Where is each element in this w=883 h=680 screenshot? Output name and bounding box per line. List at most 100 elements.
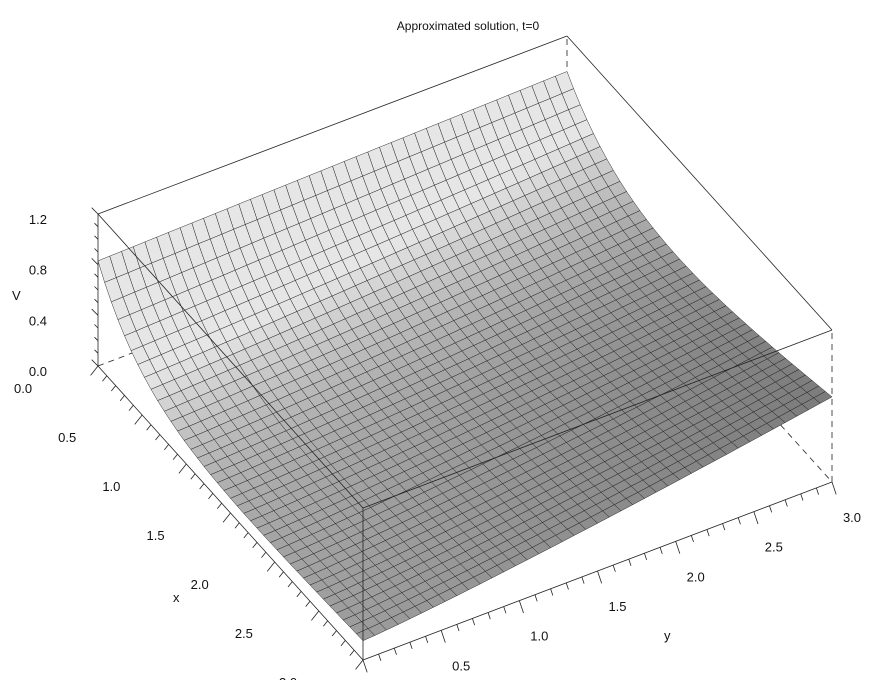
y-tick bbox=[612, 564, 616, 572]
y-tick-label: 1.5 bbox=[608, 599, 626, 614]
axes: V x y 0.0 0.4 0.8 1.2 0.0 0.5 1.0 1.5 2.0 2.5 3.0 0… bbox=[12, 207, 861, 680]
y-tick-label: 2.5 bbox=[765, 540, 783, 555]
y-tick bbox=[815, 487, 819, 495]
x-tick-label: 2.5 bbox=[235, 626, 253, 641]
x-tick bbox=[311, 610, 320, 621]
x-tick bbox=[134, 414, 143, 425]
x-tick bbox=[111, 385, 116, 392]
y-tick bbox=[581, 576, 585, 584]
x-tick bbox=[243, 532, 249, 539]
x-tick bbox=[102, 375, 108, 382]
x-tick-label: 0.0 bbox=[14, 381, 32, 396]
x-tick bbox=[323, 620, 328, 627]
chart-title: Approximated solution, t=0 bbox=[397, 19, 540, 33]
y-tick bbox=[831, 481, 837, 495]
x-tick bbox=[278, 571, 284, 578]
x-tick bbox=[222, 512, 231, 523]
z-tick bbox=[91, 258, 99, 265]
z-tick-label: 0.4 bbox=[29, 313, 47, 328]
z-tick bbox=[94, 286, 99, 291]
y-tick bbox=[409, 642, 413, 649]
x-tick-label: 3.0 bbox=[279, 675, 297, 680]
x-tick bbox=[199, 483, 205, 490]
z-tick bbox=[94, 349, 99, 354]
x-tick bbox=[340, 640, 346, 647]
y-tick-label: 2.0 bbox=[687, 569, 705, 584]
z-tick bbox=[94, 298, 99, 303]
x-tick bbox=[190, 473, 196, 480]
frame-edge-top bbox=[97, 213, 364, 509]
z-tick bbox=[91, 308, 99, 316]
x-axis-label: x bbox=[173, 590, 180, 605]
z-tick bbox=[91, 359, 99, 367]
x-tick bbox=[261, 551, 267, 558]
y-tick bbox=[425, 636, 429, 644]
y-tick bbox=[690, 535, 694, 543]
y-tick bbox=[534, 594, 538, 602]
frame-edge-top bbox=[362, 329, 833, 509]
y-tick bbox=[487, 612, 491, 620]
y-tick bbox=[769, 505, 773, 513]
y-tick bbox=[362, 659, 368, 673]
y-tick bbox=[503, 606, 507, 614]
y-tick bbox=[597, 570, 603, 584]
x-tick bbox=[208, 493, 214, 500]
y-tick bbox=[472, 618, 476, 626]
x-tick bbox=[349, 649, 355, 656]
x-tick bbox=[355, 659, 364, 670]
z-tick bbox=[91, 207, 99, 215]
y-axis-label: y bbox=[664, 628, 671, 643]
frame-edge-top bbox=[97, 35, 568, 215]
y-tick bbox=[440, 630, 446, 643]
x-tick bbox=[217, 502, 222, 509]
y-tick bbox=[378, 653, 382, 661]
x-tick bbox=[172, 453, 178, 460]
y-tick bbox=[675, 541, 681, 554]
y-tick-label: 3.0 bbox=[843, 510, 861, 525]
z-axis-label: V bbox=[12, 288, 21, 303]
x-tick bbox=[296, 591, 302, 598]
x-tick-label: 1.5 bbox=[147, 528, 165, 543]
z-tick bbox=[94, 235, 99, 240]
y-tick bbox=[753, 511, 759, 525]
y-tick bbox=[550, 588, 554, 596]
x-tick bbox=[128, 404, 134, 411]
y-tick bbox=[393, 648, 397, 655]
y-tick bbox=[722, 523, 726, 531]
y-tick bbox=[644, 553, 648, 560]
x-tick bbox=[305, 600, 311, 607]
y-tick bbox=[565, 582, 569, 590]
x-tick-label: 1.0 bbox=[102, 479, 120, 494]
z-tick bbox=[94, 222, 99, 227]
z-tick-label: 1.2 bbox=[29, 212, 47, 227]
x-tick bbox=[155, 434, 161, 441]
y-tick-label: 0.5 bbox=[452, 658, 470, 673]
y-tick bbox=[737, 517, 741, 525]
z-tick bbox=[94, 273, 99, 278]
x-tick-label: 0.5 bbox=[58, 430, 76, 445]
frame-edge-top bbox=[566, 35, 833, 331]
y-tick bbox=[800, 493, 804, 501]
surface-cell bbox=[356, 628, 376, 641]
y-tick bbox=[706, 529, 710, 537]
x-tick bbox=[146, 424, 152, 431]
x-tick bbox=[331, 630, 337, 637]
z-tick bbox=[94, 324, 99, 329]
y-tick bbox=[628, 559, 632, 566]
z-tick-label: 0.0 bbox=[29, 364, 47, 379]
y-tick bbox=[456, 624, 460, 632]
y-tick bbox=[518, 600, 524, 614]
x-tick bbox=[119, 395, 125, 402]
y-tick bbox=[659, 547, 663, 555]
y-tick bbox=[784, 499, 788, 507]
z-tick-label: 0.8 bbox=[29, 263, 47, 278]
x-tick-label: 2.0 bbox=[191, 577, 209, 592]
x-tick bbox=[164, 444, 169, 451]
y-tick-label: 1.0 bbox=[530, 629, 548, 644]
z-tick bbox=[94, 248, 99, 253]
surface-mesh bbox=[97, 71, 833, 641]
x-tick bbox=[90, 365, 99, 376]
x-tick bbox=[234, 522, 240, 529]
x-tick bbox=[287, 581, 293, 588]
